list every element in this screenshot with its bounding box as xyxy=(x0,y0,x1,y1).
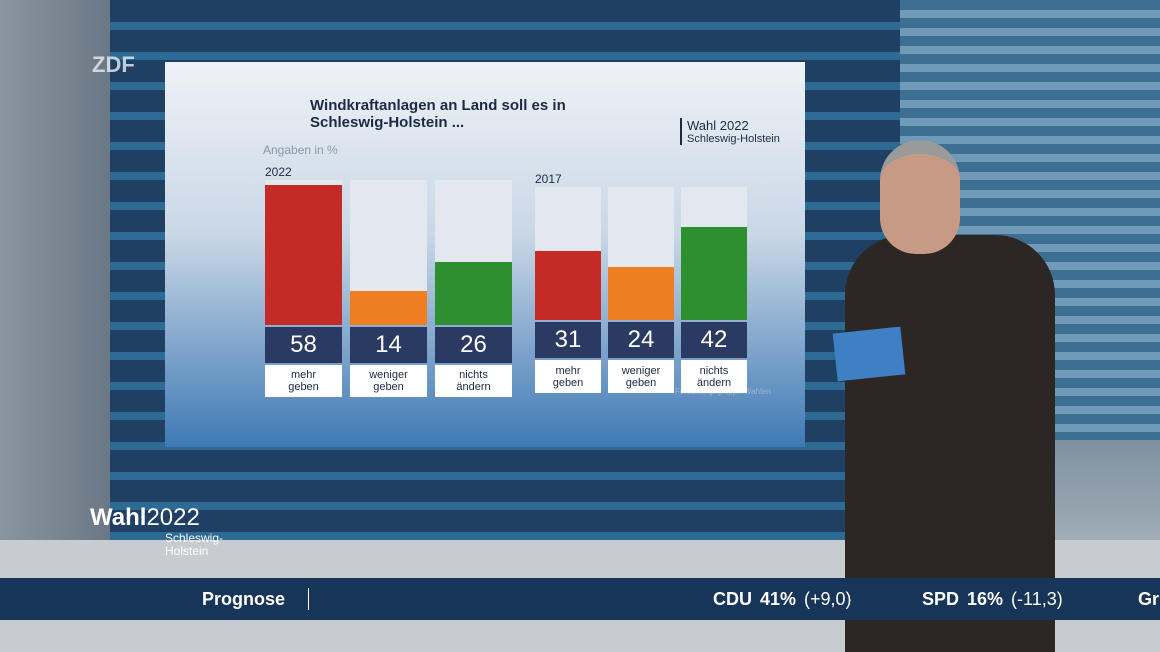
bar xyxy=(535,251,601,320)
ticker-party: Gr xyxy=(1138,589,1160,609)
category-label: mehr geben xyxy=(265,365,342,397)
presenter-card xyxy=(832,326,906,382)
ticker-share: 16% xyxy=(967,589,1004,609)
category-label: nichts ändern xyxy=(681,360,747,393)
category-label: weniger geben xyxy=(608,360,674,393)
bar xyxy=(681,226,747,320)
corner-year: 2022 xyxy=(146,504,200,531)
ticker-change: (-11,3) xyxy=(1011,589,1063,609)
bar xyxy=(435,262,512,325)
value-label: 31 xyxy=(535,322,601,358)
badge-region: Schleswig-Holstein xyxy=(687,133,780,145)
bar xyxy=(350,291,427,325)
ticker-separator xyxy=(308,588,309,610)
bar xyxy=(608,266,674,320)
corner-region: Holstein xyxy=(165,544,209,558)
panel-label: 2022 xyxy=(265,165,292,179)
ticker-party: SPD xyxy=(922,589,960,609)
value-label: 14 xyxy=(350,327,427,363)
value-label: 58 xyxy=(265,327,342,363)
corner-region: Schleswig- xyxy=(165,531,224,545)
channel-logo: ZDF xyxy=(92,52,135,77)
ticker: Prognose CDU 41% (+9,0) SPD 16% (-11,3) Gr xyxy=(0,578,1160,620)
category-label: mehr geben xyxy=(535,360,601,393)
screen-note: Angaben in % xyxy=(263,143,338,157)
panel-label: 2017 xyxy=(535,172,562,186)
corner-logo: Wahl2022 Schleswig- Holstein xyxy=(90,504,223,558)
ticker-party: CDU xyxy=(713,589,752,609)
screen-badge: Wahl 2022 Schleswig-Holstein xyxy=(680,118,780,145)
value-label: 26 xyxy=(435,327,512,363)
bar xyxy=(265,184,342,325)
value-label: 42 xyxy=(681,322,747,358)
badge-event: Wahl 2022 xyxy=(687,118,749,133)
value-label: 24 xyxy=(608,322,674,358)
screen-title: Windkraftanlagen an Land soll es in Schl… xyxy=(310,97,566,131)
presenter-head xyxy=(880,140,960,254)
corner-event: Wahl xyxy=(90,504,147,531)
category-label: nichts ändern xyxy=(435,365,512,397)
ticker-share: 41% xyxy=(760,589,797,609)
category-label: weniger geben xyxy=(350,365,427,397)
ticker-change: (+9,0) xyxy=(804,589,852,609)
ticker-label: Prognose xyxy=(202,589,286,609)
